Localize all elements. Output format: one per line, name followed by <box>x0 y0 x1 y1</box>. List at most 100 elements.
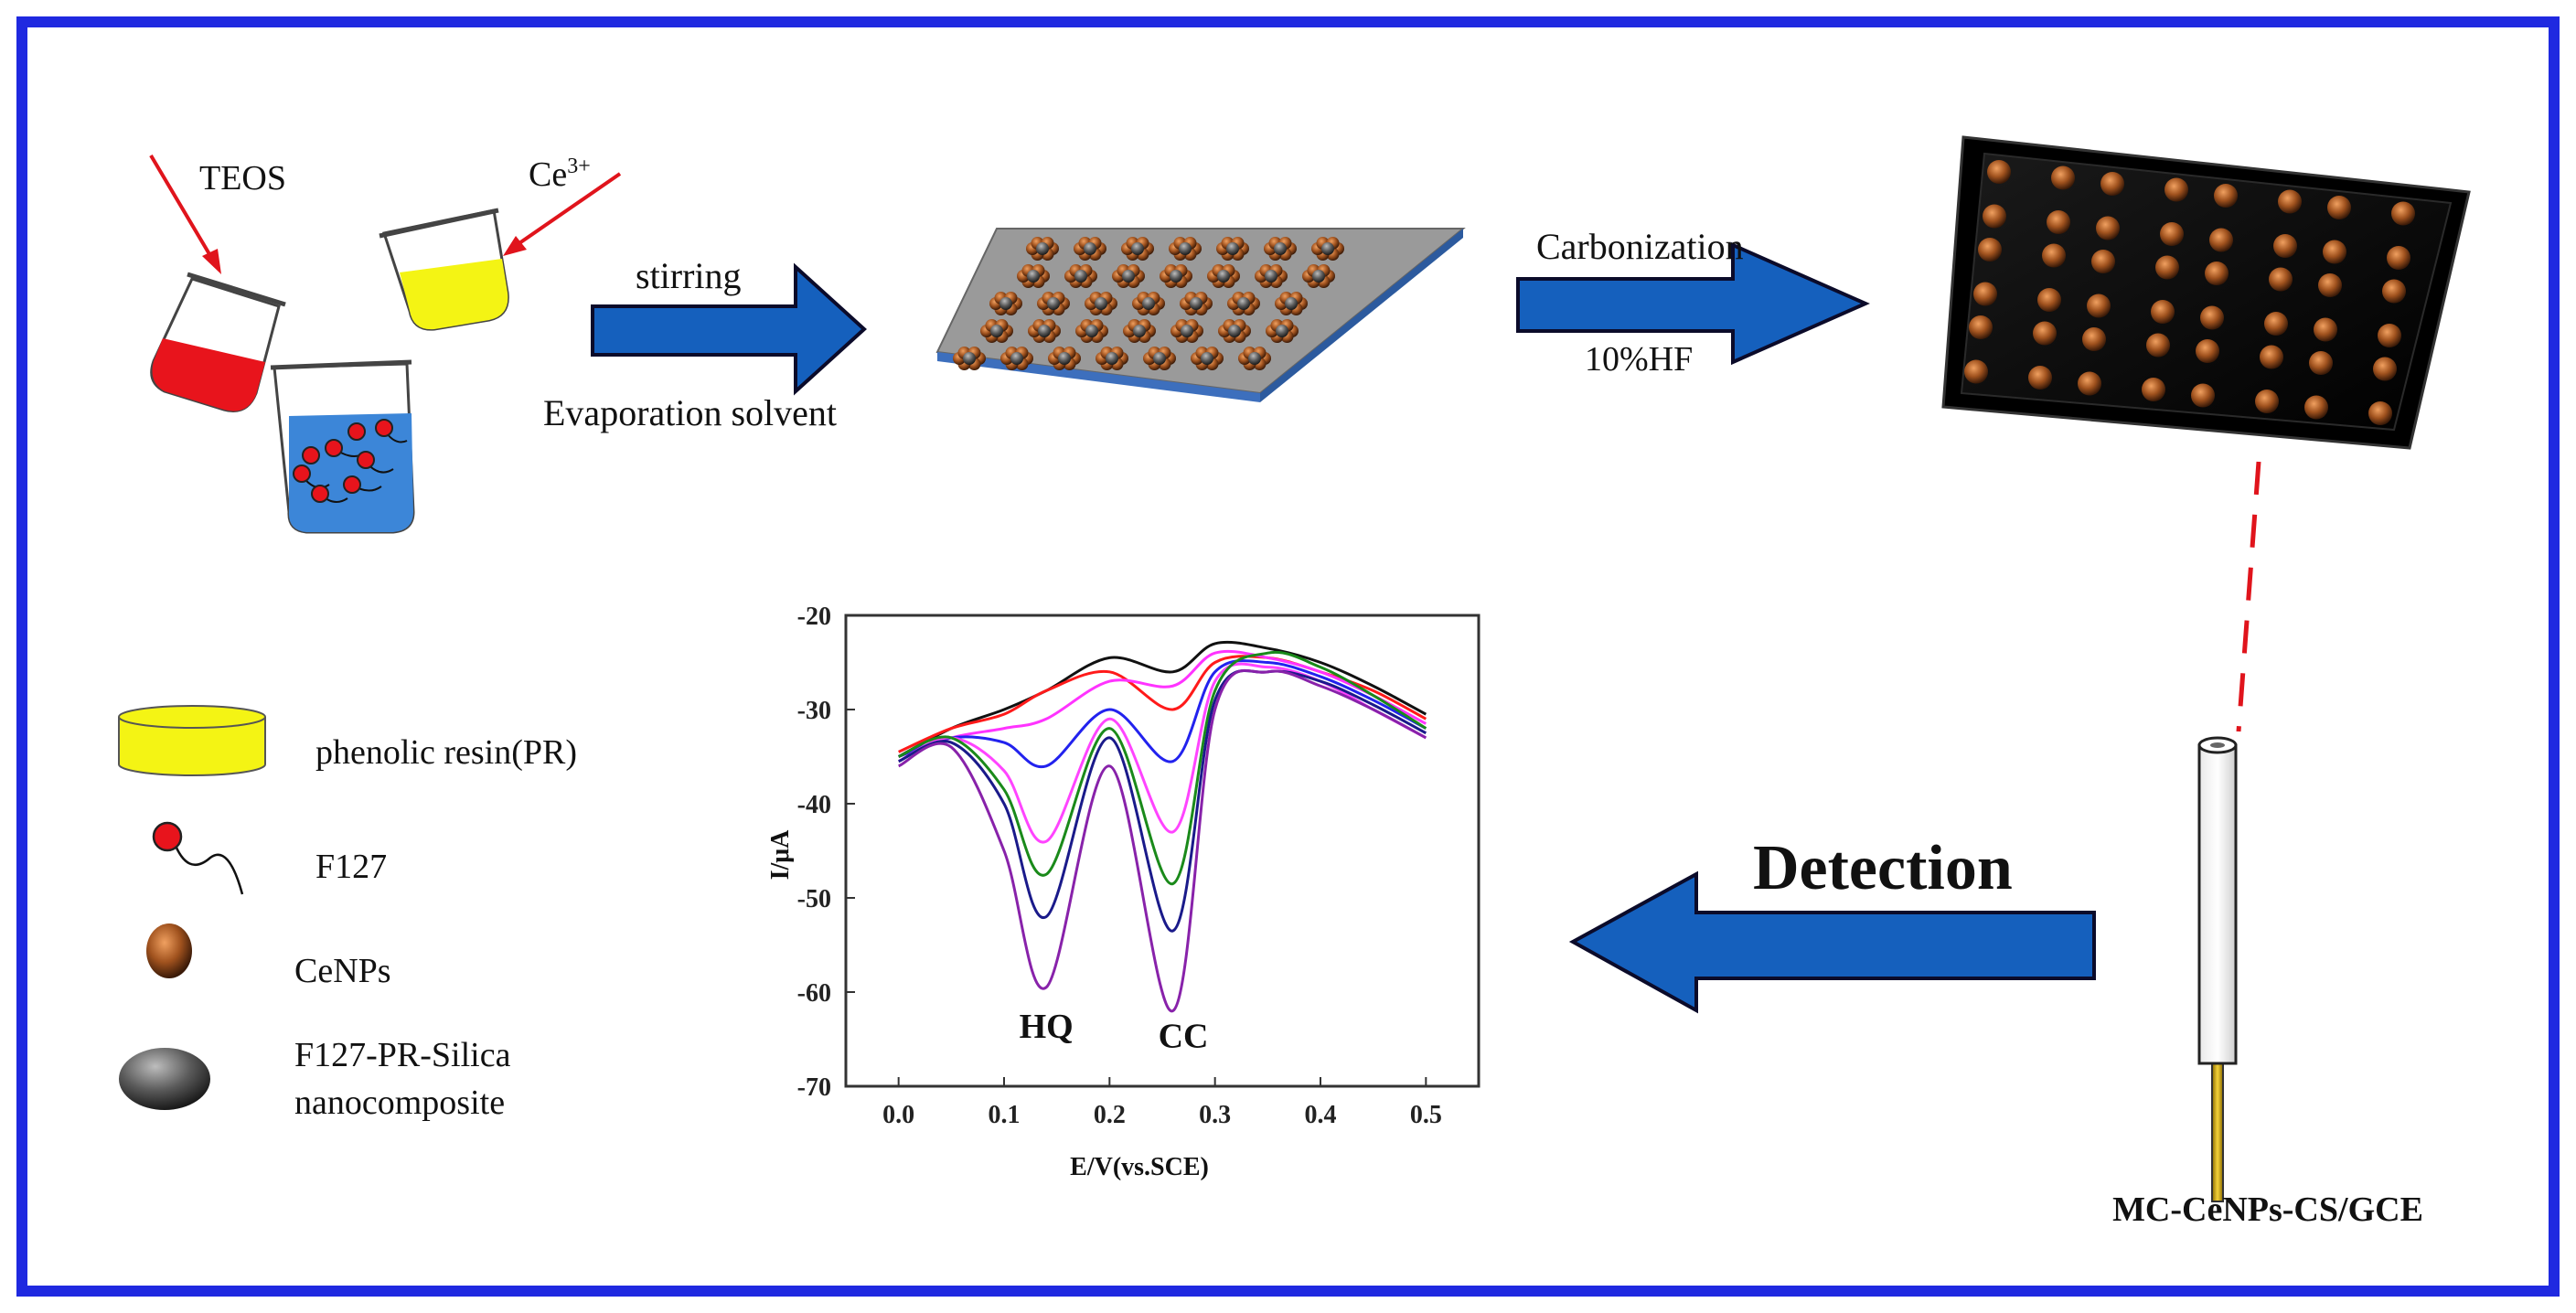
board-cenp <box>2142 378 2165 401</box>
chart-x-tick-label: 0.3 <box>1199 1101 1231 1129</box>
f127-icon <box>152 821 244 895</box>
film-cluster <box>1216 236 1249 262</box>
film-cluster <box>1026 236 1059 262</box>
legend-label-f127: F127 <box>315 848 387 886</box>
board-cenp <box>1964 359 1988 384</box>
film-cluster <box>1064 263 1097 289</box>
chart-x-axis-label: E/V(vs.SCE) <box>1070 1153 1209 1181</box>
chart-x-tick-label: 0.5 <box>1410 1101 1442 1129</box>
stirring-arrow <box>591 262 867 396</box>
water-beaker <box>270 359 415 534</box>
board-cenp <box>2155 255 2179 280</box>
chart-annotation-hq: HQ <box>1020 1008 1074 1046</box>
board-cenp <box>2146 333 2170 358</box>
board-cenp <box>2205 262 2229 285</box>
board-cenp <box>1983 204 2006 229</box>
board-cenp <box>2037 288 2061 312</box>
evaporation-label: Evaporation solvent <box>543 392 837 433</box>
film-cluster <box>1085 291 1117 316</box>
board-cenp <box>2314 317 2337 342</box>
film-cluster <box>1074 236 1106 262</box>
board-cenp <box>2078 371 2101 396</box>
board-cenp <box>2382 279 2406 304</box>
board-cenp <box>2160 222 2184 246</box>
board-cenp <box>2091 250 2115 273</box>
board-cenp <box>2387 246 2410 270</box>
chart-y-tick-label: -70 <box>797 1073 831 1102</box>
film-cluster <box>1169 236 1202 262</box>
board-cenp <box>2273 234 2297 258</box>
film-cluster <box>1017 263 1050 289</box>
board-cenp <box>2309 351 2333 375</box>
board-cenp <box>2042 243 2066 268</box>
film-cluster <box>1238 346 1271 371</box>
chart-y-tick-label: -60 <box>797 979 831 1008</box>
board-cenp <box>1987 160 2011 184</box>
yellow-cylinder-icon <box>118 705 266 776</box>
legend-label-nanocomposite: nanocomposite <box>294 1083 505 1122</box>
carbon-board <box>1941 135 2471 450</box>
film-cluster <box>1075 318 1108 344</box>
film-cluster <box>1160 263 1192 289</box>
film-cluster <box>1255 263 1288 289</box>
film-cluster <box>1264 236 1297 262</box>
board-cenp <box>2200 305 2224 330</box>
board-cenp <box>2051 165 2075 190</box>
hf-label: 10%HF <box>1585 340 1693 379</box>
board-cenp <box>2196 339 2219 363</box>
film-cluster <box>1180 291 1213 316</box>
board-cenp <box>1978 238 2002 262</box>
board-cenp <box>2278 189 2302 214</box>
film-cluster <box>1143 346 1176 371</box>
chart-annotation-cc: CC <box>1159 1017 1209 1055</box>
detection-arrow <box>1568 870 2096 1014</box>
chart-series-blue <box>898 659 1427 769</box>
chart-x-tick-label: 0.2 <box>1094 1101 1126 1129</box>
board-cenp <box>2214 184 2238 208</box>
film-cluster <box>1112 263 1145 289</box>
legend: phenolic resin(PR) F127 CeNPs F127-PR-Si… <box>118 705 577 1122</box>
film-cluster <box>1096 346 1128 371</box>
board-cenp <box>2318 273 2342 297</box>
teos-arrow <box>149 154 214 261</box>
stirring-label: stirring <box>636 255 742 296</box>
film-cluster <box>1037 291 1070 316</box>
chart-y-axis-label: I/μA <box>766 829 795 881</box>
board-cenp <box>2082 327 2106 351</box>
film-cluster <box>1218 318 1251 344</box>
chart-x-tick-label: 0.1 <box>989 1101 1021 1129</box>
board-cenp <box>2391 201 2415 226</box>
ce-label: Ce3+ <box>529 155 591 194</box>
chart-x-tick-label: 0.4 <box>1305 1101 1337 1129</box>
chart-series-green <box>898 650 1427 886</box>
board-cenp <box>2323 240 2346 264</box>
board-cenp <box>2191 383 2215 408</box>
board-cenp <box>2269 267 2293 292</box>
board-cenp <box>2100 172 2124 196</box>
chart-x-tick-label: 0.0 <box>882 1101 914 1129</box>
board-cenp <box>2264 312 2288 336</box>
detection-label: Detection <box>1753 833 2013 903</box>
board-cenp <box>2028 366 2052 390</box>
film-cluster <box>1170 318 1203 344</box>
film-cluster <box>953 346 986 371</box>
board-cenp <box>2151 300 2175 324</box>
outer-frame <box>16 16 2560 1297</box>
film-cluster <box>1123 318 1156 344</box>
board-cenp <box>2047 210 2070 234</box>
chart-series-magenta <box>898 649 1427 758</box>
film-cluster <box>1121 236 1154 262</box>
carbonization-label: Carbonization <box>1536 226 1744 267</box>
board-cenp <box>2304 395 2328 420</box>
ce-beaker <box>379 208 509 331</box>
board-cenp <box>2378 324 2401 347</box>
film-cluster <box>1227 291 1260 316</box>
chart-y-tick-label: -20 <box>797 603 831 631</box>
film-cluster <box>1311 236 1344 262</box>
board-cenp <box>1973 282 1997 306</box>
film-cluster <box>989 291 1022 316</box>
teos-beaker <box>150 272 286 412</box>
carbonization-arrow <box>1516 241 1870 366</box>
board-cenp <box>2260 345 2283 369</box>
